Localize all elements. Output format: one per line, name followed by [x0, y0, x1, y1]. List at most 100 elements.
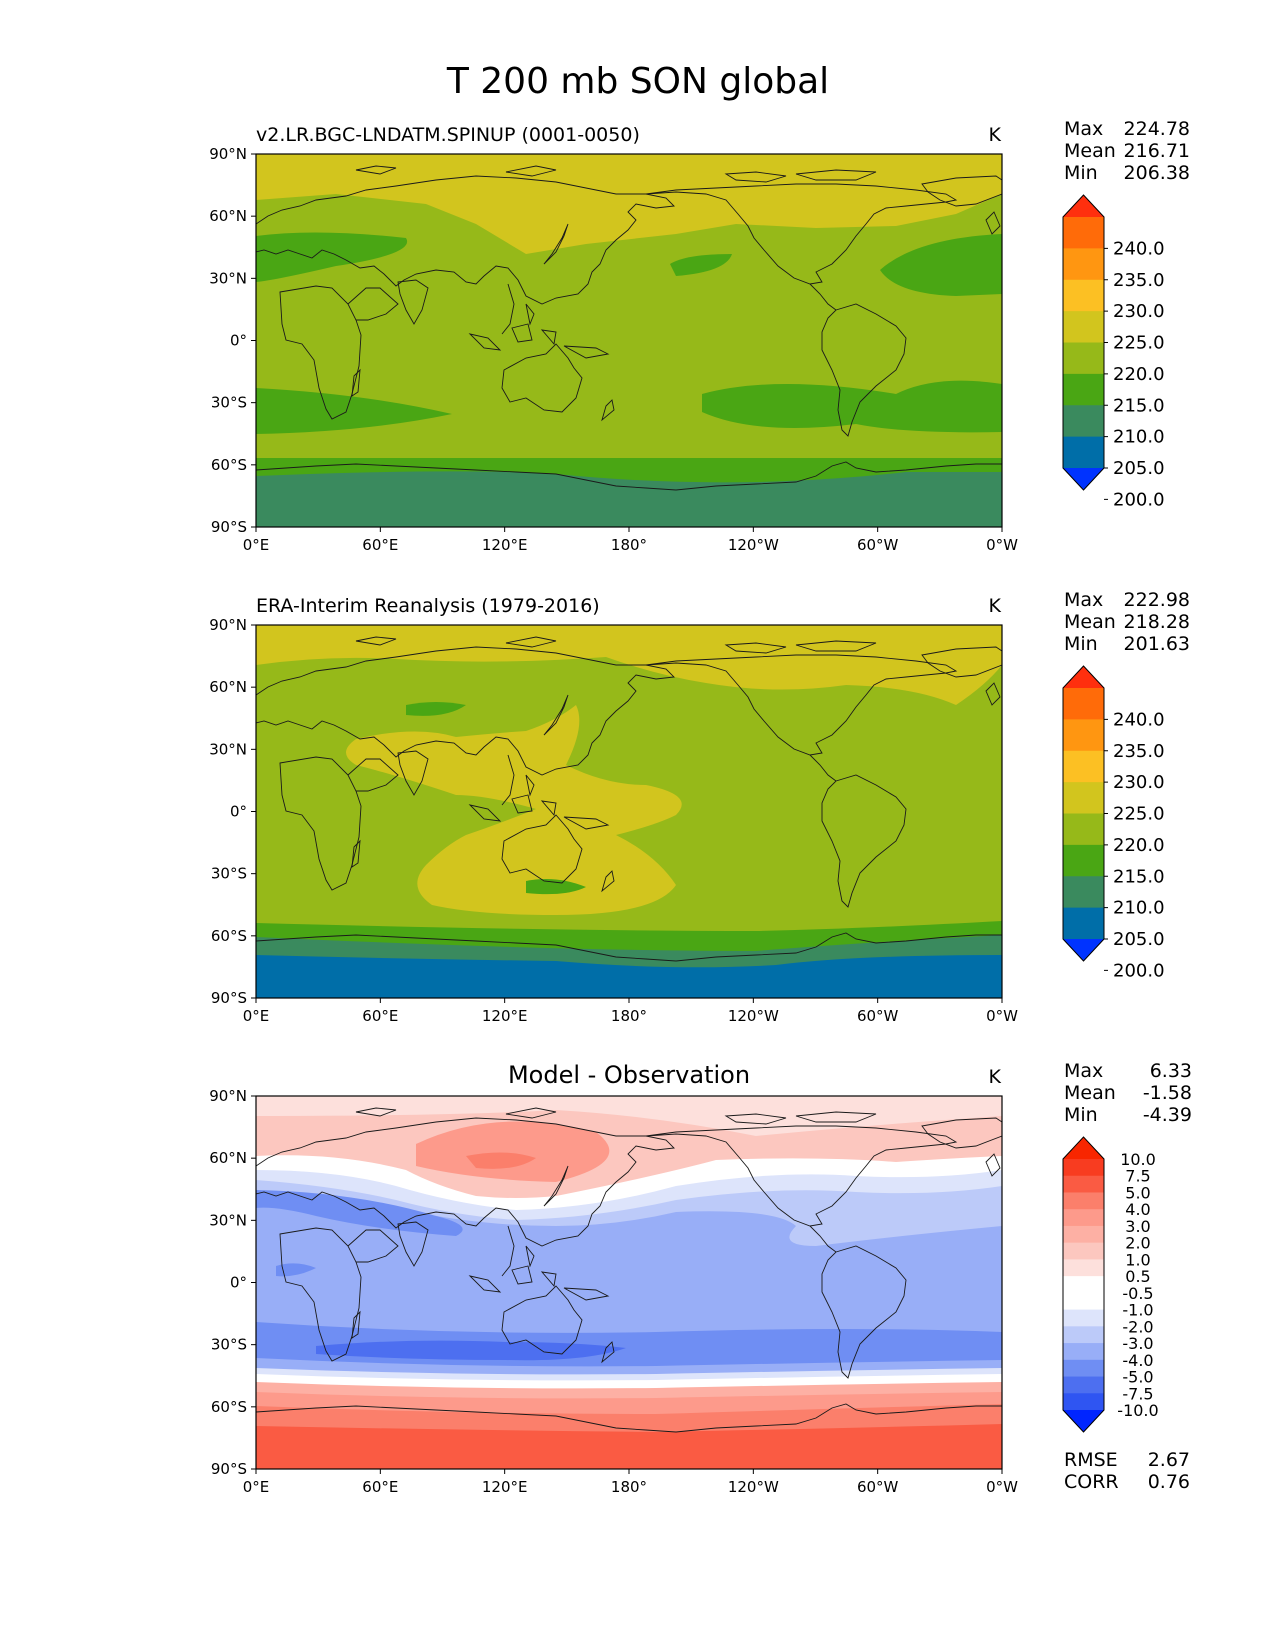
map-field — [256, 1096, 1002, 1469]
colorbar-bin — [1063, 1359, 1104, 1378]
lon-tick-label: 60°W — [857, 1478, 899, 1496]
colorbar-tick-label: 3.0 — [1125, 1217, 1150, 1236]
panel-difference: Model - Observation K 90°N 60°N 30°N 0° 30°S… — [209, 1060, 1192, 1496]
lon-tick-label: 120°W — [728, 1007, 779, 1025]
max-label: Max — [1064, 1060, 1103, 1082]
colorbar-bin — [1063, 1393, 1104, 1411]
colorbar-extension-min — [1063, 1410, 1104, 1432]
colorbar-tick-label: 200.0 — [1113, 489, 1165, 510]
colorbar-bin — [1063, 813, 1104, 846]
lat-tick-label: 90°N — [209, 616, 247, 634]
max-label: Max — [1064, 589, 1103, 611]
lat-tick-label: 60°N — [209, 1149, 247, 1167]
colorbar-bin — [1063, 1292, 1104, 1311]
colorbar-extension-max — [1063, 666, 1104, 688]
lon-tick-label: 0°E — [243, 536, 270, 554]
lat-tick-label: 30°N — [209, 1211, 247, 1229]
colorbar-tick-label: 205.0 — [1113, 929, 1165, 950]
colorbar-tick-label: 230.0 — [1113, 772, 1165, 793]
lon-tick-label: 60°W — [857, 1007, 899, 1025]
skill-scores: RMSE 2.67 CORR 0.76 — [1064, 1449, 1190, 1493]
colorbar-bin — [1063, 719, 1104, 752]
lat-tick-label: 30°S — [211, 865, 247, 883]
lon-tick-label: 120°E — [482, 1007, 528, 1025]
lon-tick-label: 0°E — [243, 1478, 270, 1496]
colorbar-tick-label: 210.0 — [1113, 898, 1165, 919]
colorbar-bin — [1063, 436, 1104, 469]
colorbar-extension-min — [1063, 939, 1104, 961]
lon-tick-label: 180° — [611, 536, 647, 554]
colorbar-tick-label: 2.0 — [1125, 1234, 1150, 1253]
colorbar-bin — [1063, 688, 1104, 720]
unit-label: K — [989, 124, 1002, 146]
colorbar-tick-label: 5.0 — [1125, 1183, 1150, 1202]
lat-tick-label: 90°N — [209, 145, 247, 163]
min-value: 201.63 — [1124, 633, 1190, 655]
colorbar-tick-label: 210.0 — [1113, 427, 1165, 448]
lon-tick-label: 180° — [611, 1478, 647, 1496]
colorbar-tick-label: 240.0 — [1113, 238, 1165, 259]
lat-tick-label: 60°S — [211, 1398, 247, 1416]
lat-tick-label: 30°S — [211, 1336, 247, 1354]
stats-box: Max 222.98 Mean 218.28 Min 201.63 — [1064, 589, 1190, 655]
colorbar-tick-label: 205.0 — [1113, 458, 1165, 479]
lon-tick-label: 60°E — [362, 1478, 398, 1496]
colorbar-bin — [1063, 1376, 1104, 1394]
lat-tick-label: 60°S — [211, 927, 247, 945]
min-label: Min — [1064, 1104, 1098, 1126]
colorbar-tick-label: 230.0 — [1113, 301, 1165, 322]
lon-tick-label: 0°W — [986, 1007, 1018, 1025]
lat-tick-label: 60°N — [209, 207, 247, 225]
lat-tick-label: 0° — [230, 1274, 247, 1292]
mean-label: Mean — [1064, 611, 1116, 633]
lon-tick-label: 180° — [611, 1007, 647, 1025]
panel-title: v2.LR.BGC-LNDATM.SPINUP (0001-0050) — [256, 124, 640, 146]
colorbar-bin — [1063, 1225, 1104, 1244]
corr-label: CORR — [1064, 1471, 1119, 1493]
lon-tick-label: 60°W — [857, 536, 899, 554]
lon-tick-label: 0°W — [986, 536, 1018, 554]
colorbar-tick-label: 220.0 — [1113, 835, 1165, 856]
colorbar: 240.0 235.0 230.0 225.0 220.0 215.0 210.0 205.0… — [1062, 665, 1165, 981]
colorbar-tick-label: 215.0 — [1113, 866, 1165, 887]
min-label: Min — [1064, 633, 1098, 655]
panel-model: v2.LR.BGC-LNDATM.SPINUP (0001-0050) K 90… — [209, 118, 1190, 554]
mean-value: -1.58 — [1143, 1082, 1192, 1104]
map-field — [256, 154, 1002, 527]
unit-label: K — [989, 1066, 1002, 1088]
panel-title: Model - Observation — [508, 1061, 750, 1089]
map-field — [256, 625, 1002, 998]
lat-tick-label: 90°S — [211, 989, 247, 1007]
mean-value: 216.71 — [1124, 140, 1190, 162]
lon-tick-label: 0°E — [243, 1007, 270, 1025]
colorbar-bin — [1063, 1175, 1104, 1193]
min-value: 206.38 — [1124, 162, 1190, 184]
colorbar-tick-label: 240.0 — [1113, 709, 1165, 730]
colorbar-bin — [1063, 782, 1104, 814]
colorbar-bin — [1063, 876, 1104, 909]
colorbar-bin — [1063, 405, 1104, 438]
colorbar-tick-label: -7.5 — [1122, 1384, 1153, 1403]
colorbar-tick-label: 225.0 — [1113, 333, 1165, 354]
colorbar-tick-label: 4.0 — [1125, 1200, 1150, 1219]
colorbar-bin — [1063, 844, 1104, 877]
colorbar-bin — [1063, 1259, 1104, 1277]
colorbar-tick-label: -3.0 — [1122, 1334, 1153, 1353]
rmse-value: 2.67 — [1148, 1449, 1190, 1471]
lat-tick-label: 60°S — [211, 456, 247, 474]
lon-tick-label: 120°E — [482, 1478, 528, 1496]
lat-tick-label: 30°N — [209, 740, 247, 758]
min-value: -4.39 — [1143, 1104, 1192, 1126]
min-label: Min — [1064, 162, 1098, 184]
lat-tick-label: 0° — [230, 803, 247, 821]
colorbar-tick-label: 235.0 — [1113, 270, 1165, 291]
colorbar-bin — [1063, 279, 1104, 312]
lat-tick-label: 90°S — [211, 518, 247, 536]
colorbar-tick-label: 200.0 — [1113, 960, 1165, 981]
colorbar-tick-label: -5.0 — [1122, 1368, 1153, 1387]
lat-tick-label: 90°N — [209, 1087, 247, 1105]
lon-tick-label: 120°W — [728, 536, 779, 554]
colorbar: 10.07.55.04.03.02.01.00.5-0.5-1.0-2.0-3.… — [1062, 1136, 1159, 1433]
colorbar-bin — [1063, 907, 1104, 940]
max-value: 6.33 — [1150, 1060, 1192, 1082]
